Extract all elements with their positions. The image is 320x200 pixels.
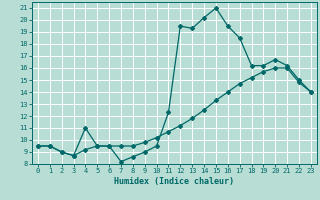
X-axis label: Humidex (Indice chaleur): Humidex (Indice chaleur)	[115, 177, 234, 186]
